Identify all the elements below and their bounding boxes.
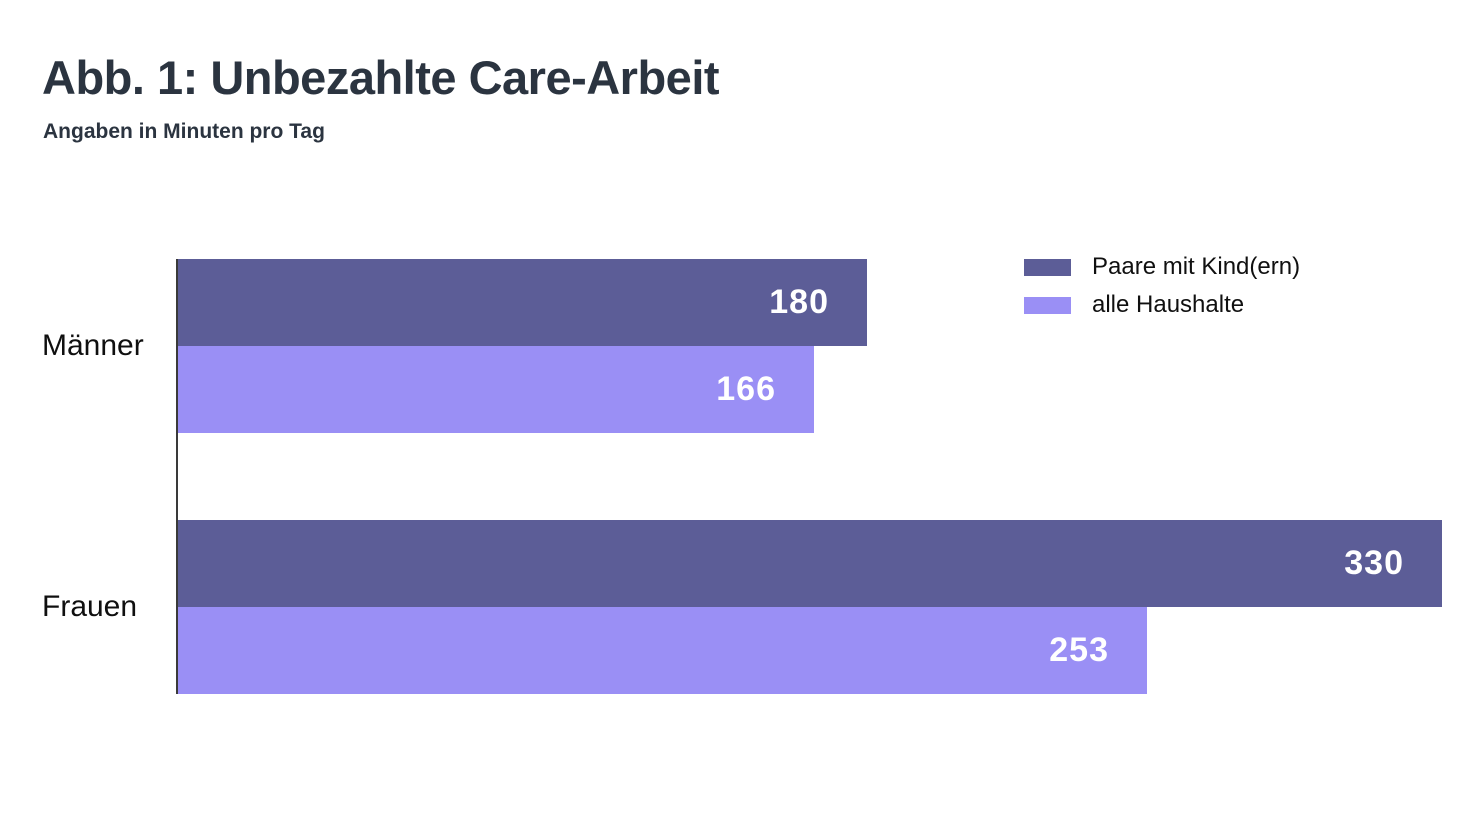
bar-value-label: 166 <box>716 370 776 408</box>
legend-item-alle-haushalte: alle Haushalte <box>1024 291 1300 318</box>
legend-swatch-paare-mit-kindern <box>1024 258 1071 276</box>
legend-item-paare-mit-kindern: Paare mit Kind(ern) <box>1024 253 1301 280</box>
chart-title: Abb. 1: Unbezahlte Care-Arbeit <box>42 51 720 104</box>
bar-group-frauen: 330 253 <box>178 520 1480 694</box>
category-label-frauen: Frauen <box>42 590 138 623</box>
bar-value-label: 180 <box>769 283 829 321</box>
bar-value-label: 253 <box>1049 631 1109 669</box>
bar-value-label: 330 <box>1344 544 1404 582</box>
bar-mnner-paare-mit-kind-ern: 180 <box>178 259 867 346</box>
category-label-mnner: Männer <box>42 329 144 362</box>
y-axis-line <box>176 259 178 694</box>
bar-frauen-paare-mit-kind-ern: 330 <box>178 520 1442 607</box>
bar-mnner-alle-haushalte: 166 <box>178 346 814 433</box>
legend-swatch-alle-haushalte <box>1024 296 1071 314</box>
bar-frauen-alle-haushalte: 253 <box>178 607 1147 694</box>
bar-group-mnner: 180 166 <box>178 259 1480 433</box>
chart-subtitle: Angaben in Minuten pro Tag <box>43 120 325 143</box>
legend: Paare mit Kind(ern) alle Haushalte <box>1024 253 1301 332</box>
legend-label-paare-mit-kindern: Paare mit Kind(ern) <box>1092 253 1301 280</box>
legend-label-alle-haushalte: alle Haushalte <box>1092 291 1245 318</box>
